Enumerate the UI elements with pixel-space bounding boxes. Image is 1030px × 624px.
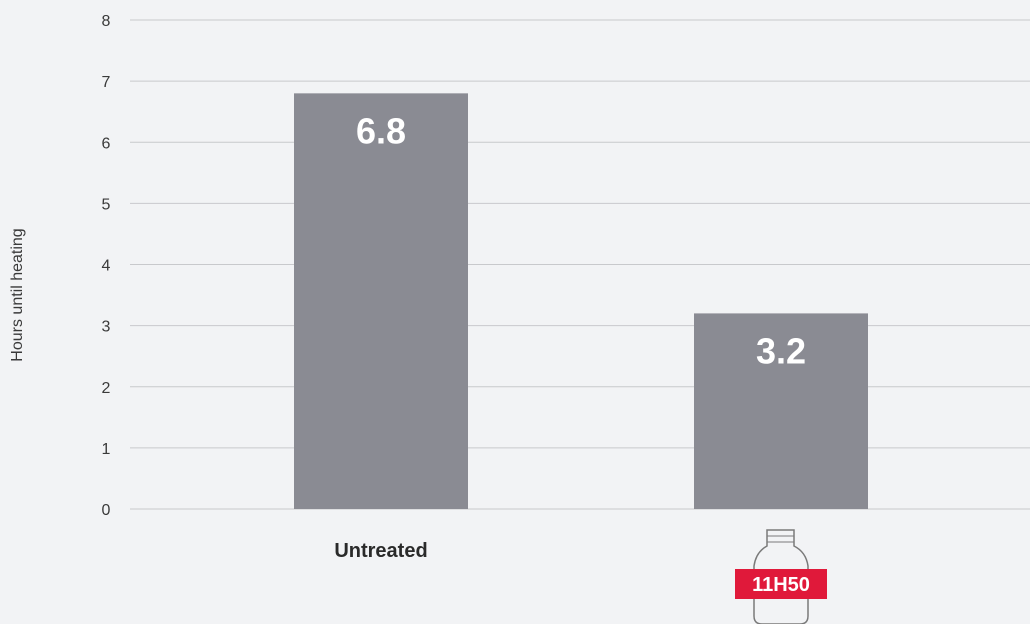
bottle-icon [753, 529, 809, 624]
y-tick-label: 5 [102, 196, 111, 213]
y-tick-label: 1 [102, 441, 111, 458]
value-labels: 6.8 3.2 [356, 110, 806, 371]
value-label: 6.8 [356, 110, 406, 151]
y-axis-title: Hours until heating [9, 228, 26, 361]
y-tick-label: 4 [102, 258, 111, 275]
product-tag [735, 569, 827, 599]
value-label: 3.2 [756, 330, 806, 371]
y-tick-label: 7 [102, 74, 111, 91]
y-tick-label: 8 [102, 13, 111, 30]
y-tick-label: 0 [102, 502, 111, 519]
bars [294, 93, 868, 509]
y-tick-labels: 0 1 2 3 4 5 6 7 8 [102, 13, 111, 519]
bar-untreated [294, 93, 468, 509]
y-tick-label: 3 [102, 319, 111, 336]
gridlines [130, 19, 1030, 510]
product-tag-label: 11H50 [752, 574, 810, 596]
product-11h50: 11H50 [735, 529, 827, 624]
category-label-untreated: Untreated [334, 540, 427, 562]
y-tick-label: 2 [102, 380, 111, 397]
bar-11h50 [694, 313, 868, 509]
y-tick-label: 6 [102, 135, 111, 152]
